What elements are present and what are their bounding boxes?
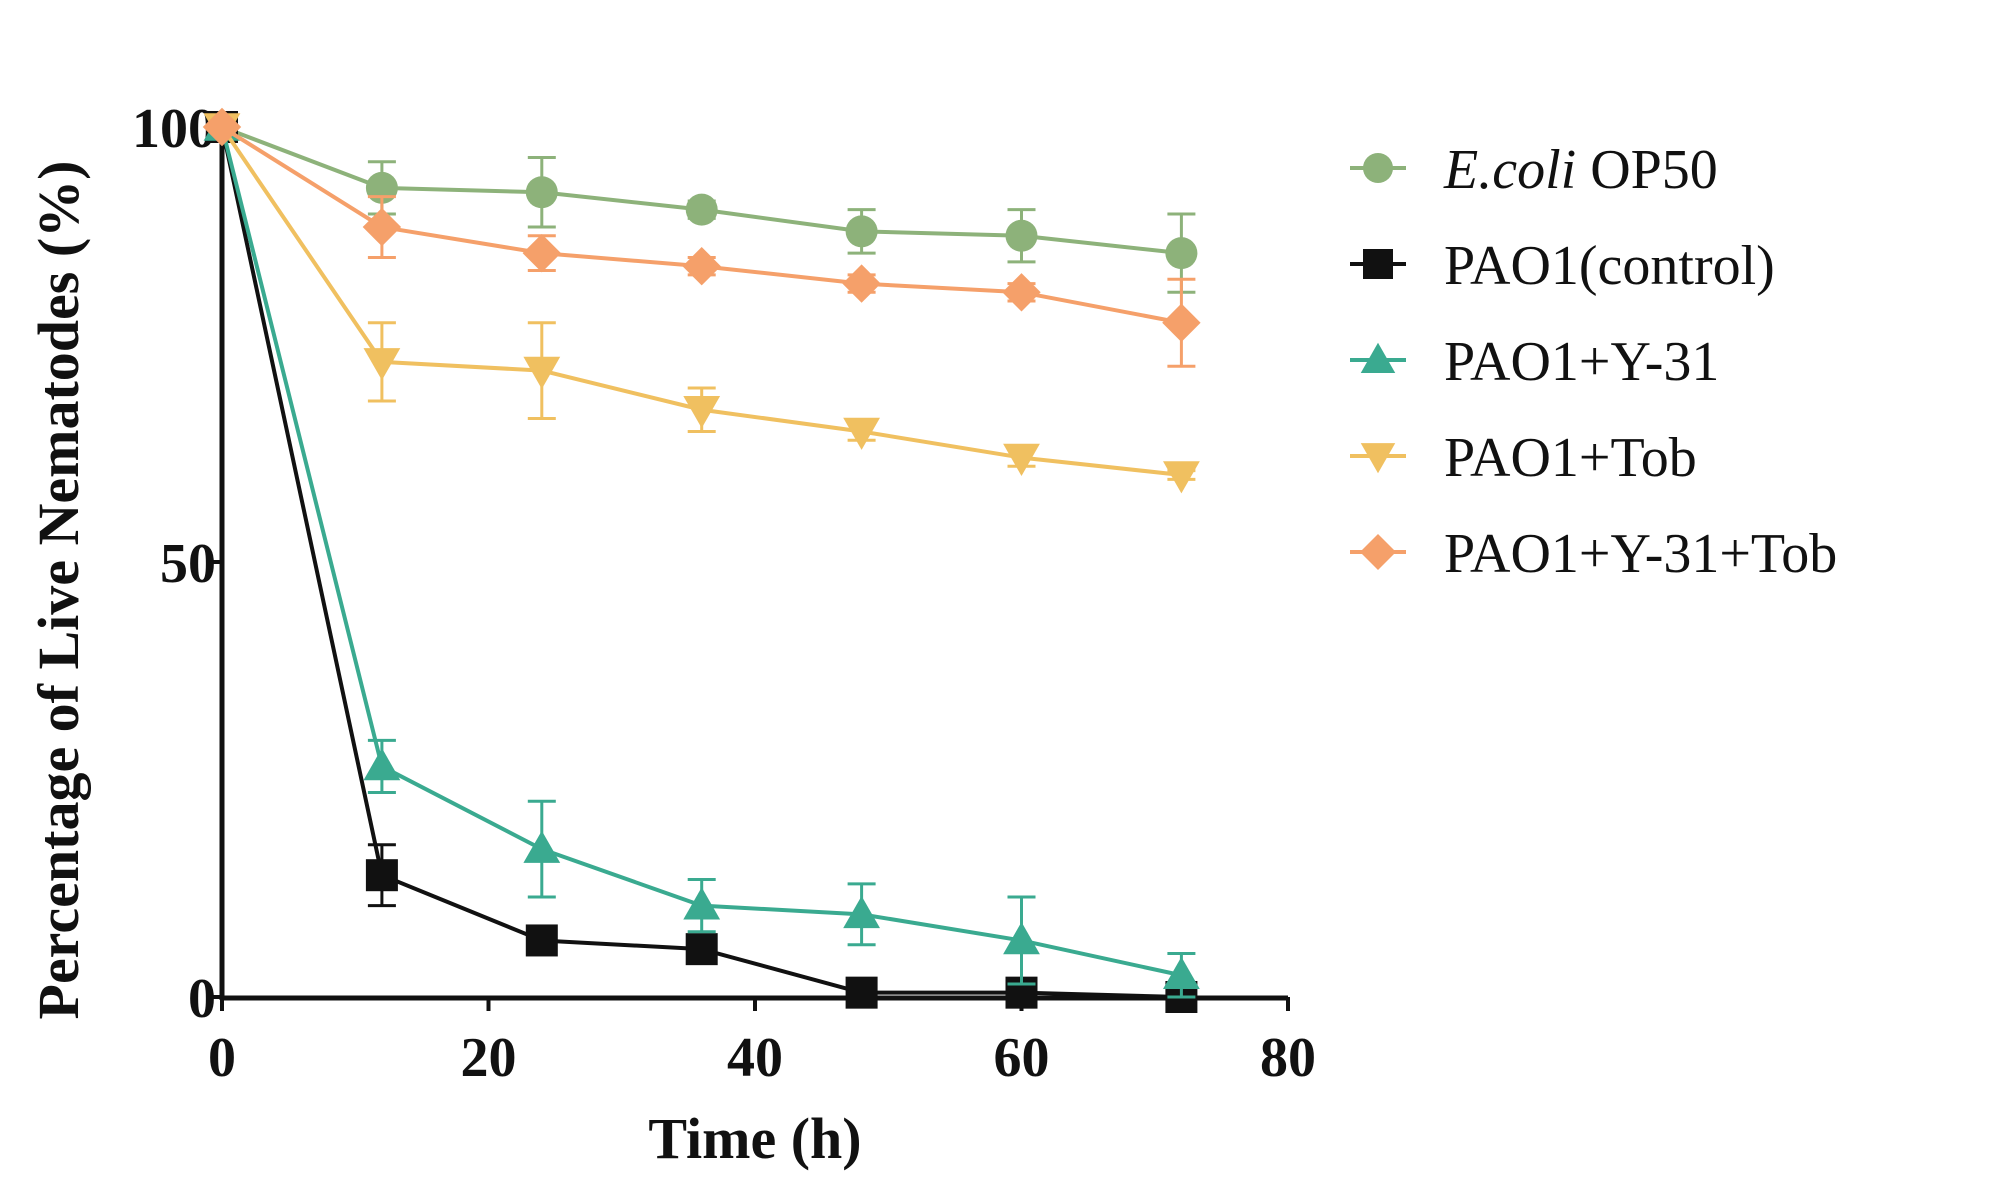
- legend-entry: PAO1+Tob: [1350, 427, 1697, 489]
- plot-area: [202, 107, 1201, 1013]
- legend-marker: [1360, 443, 1396, 474]
- data-point: [363, 348, 401, 381]
- data-point: [842, 264, 881, 303]
- data-point: [683, 887, 721, 920]
- data-point: [1003, 922, 1040, 955]
- data-point: [1002, 273, 1041, 312]
- legend-label: PAO1+Y-31: [1444, 331, 1719, 393]
- y-axis-label: Percentage of Live Nematodes (%): [26, 161, 91, 1020]
- data-point: [1163, 461, 1200, 494]
- legend-label: PAO1+Y-31+Tob: [1444, 523, 1837, 585]
- legend-entry: PAO1+Y-31: [1350, 331, 1719, 393]
- legend-marker: [1363, 153, 1393, 183]
- data-point: [523, 356, 561, 389]
- data-point: [1162, 303, 1201, 342]
- legend-marker: [1360, 534, 1396, 570]
- legend-entry: E.coli OP50: [1350, 139, 1718, 201]
- x-tick-label: 60: [994, 1027, 1050, 1089]
- data-point: [845, 215, 878, 248]
- series-line: [221, 125, 1182, 256]
- x-tick-label: 40: [727, 1027, 783, 1089]
- x-axis-label: Time (h): [648, 1106, 861, 1171]
- data-point: [362, 207, 402, 247]
- data-point: [843, 895, 880, 929]
- series-pao1-control: [206, 111, 1198, 1013]
- legend-label: PAO1+Tob: [1444, 427, 1697, 489]
- data-point: [1163, 956, 1200, 990]
- data-point: [363, 748, 401, 781]
- data-point: [1003, 443, 1040, 476]
- data-point: [845, 976, 878, 1009]
- data-point: [1165, 237, 1198, 270]
- data-point: [1005, 219, 1038, 252]
- legend-label: PAO1(control): [1444, 235, 1775, 297]
- data-point: [365, 859, 398, 892]
- data-point: [522, 233, 561, 273]
- x-tick-label: 20: [461, 1027, 517, 1089]
- data-point: [523, 830, 561, 863]
- legend: E.coli OP50 PAO1(control) PAO1+Y-31 PAO1+To…: [1350, 139, 1837, 585]
- series-pao1-y-31-tob: [202, 107, 1201, 368]
- legend-entry: PAO1+Y-31+Tob: [1350, 523, 1837, 585]
- data-point: [525, 176, 558, 209]
- legend-marker: [1360, 342, 1396, 373]
- series-pao1-tob: [203, 113, 1200, 494]
- legend-label: E.coli OP50: [1443, 139, 1718, 201]
- axes: 0 20 40 60 80 0 50 100: [132, 98, 1316, 1089]
- x-tick-label: 0: [208, 1027, 236, 1089]
- data-point: [683, 395, 721, 429]
- data-point: [685, 193, 718, 226]
- series-pao1-y-31: [203, 108, 1200, 999]
- legend-entry: PAO1(control): [1350, 235, 1775, 297]
- data-point: [682, 247, 721, 286]
- data-point: [843, 417, 880, 450]
- y-tick-label: 100: [132, 98, 216, 160]
- y-tick-label: 50: [160, 533, 216, 595]
- y-tick-label: 0: [188, 968, 216, 1030]
- data-point: [685, 933, 718, 966]
- x-tick-label: 80: [1260, 1027, 1316, 1089]
- legend-marker: [1363, 249, 1393, 279]
- data-point: [202, 107, 242, 147]
- data-point: [525, 924, 558, 957]
